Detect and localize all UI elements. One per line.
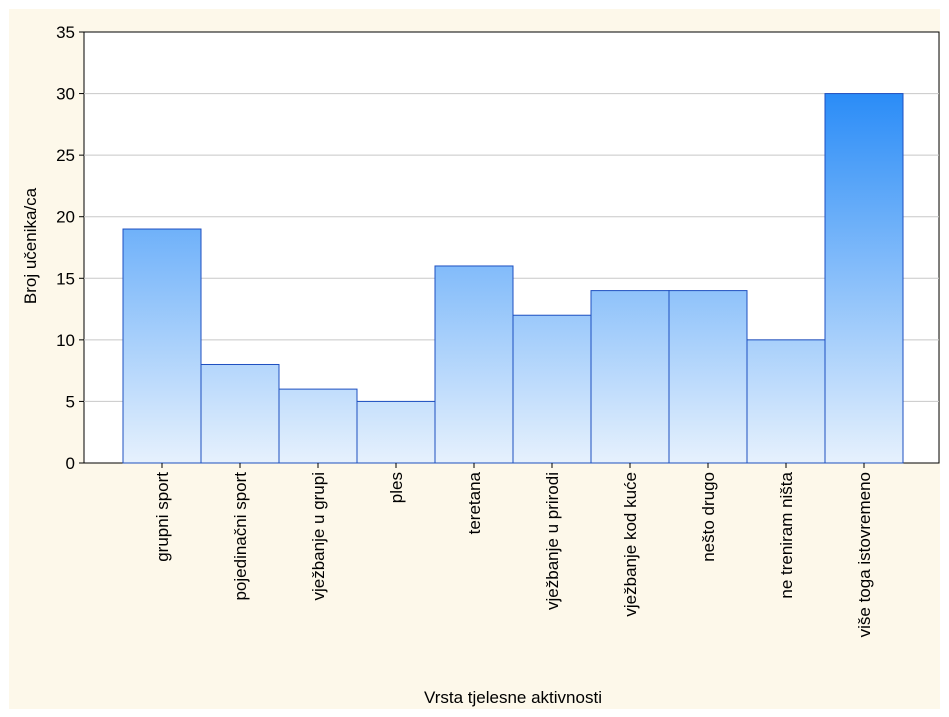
x-axis: grupni sport pojedinačni sport vježbanje u…: [153, 463, 874, 637]
x-axis-title: Vrsta tjelesne aktivnosti: [424, 688, 602, 707]
bar-0: [122, 228, 202, 464]
x-tick-label: grupni sport: [153, 472, 172, 562]
y-axis: 0 5 10 15 20 25 30 35: [56, 23, 84, 473]
bar-4: [434, 265, 514, 464]
y-tick-label: 15: [56, 269, 75, 288]
bar-2: [278, 388, 358, 464]
bars: [122, 93, 904, 464]
y-tick-label: 30: [56, 85, 75, 104]
y-axis-title: Broj učenika/ca: [21, 187, 40, 304]
bar-7: [668, 290, 748, 464]
bar-5: [512, 314, 592, 464]
x-tick-label: pojedinačni sport: [231, 472, 250, 601]
y-tick-label: 0: [66, 454, 75, 473]
x-tick-label: vježbanje u grupi: [309, 472, 328, 601]
y-tick-label: 20: [56, 208, 75, 227]
bar-9: [824, 93, 904, 464]
chart-area: 0 5 10 15 20 25 30 35 grupni sport pojedinačni s…: [9, 9, 940, 709]
y-tick-label: 5: [66, 392, 75, 411]
bar-8: [746, 339, 826, 464]
x-tick-label: vježbanje u prirodi: [543, 472, 562, 610]
y-tick-label: 10: [56, 331, 75, 350]
x-tick-label: ne treniram ništa: [777, 471, 796, 598]
x-tick-label: nešto drugo: [699, 472, 718, 562]
y-tick-label: 25: [56, 146, 75, 165]
x-tick-label: više toga istovremeno: [855, 472, 874, 637]
x-tick-label: vježbanje kod kuće: [621, 472, 640, 617]
y-tick-label: 35: [56, 23, 75, 42]
bar-6: [590, 290, 670, 464]
x-tick-label: teretana: [465, 471, 484, 534]
bar-chart: 0 5 10 15 20 25 30 35 grupni sport pojedinačni s…: [21, 23, 940, 707]
bar-1: [200, 363, 280, 464]
bar-3: [356, 400, 436, 464]
x-tick-label: ples: [387, 472, 406, 503]
